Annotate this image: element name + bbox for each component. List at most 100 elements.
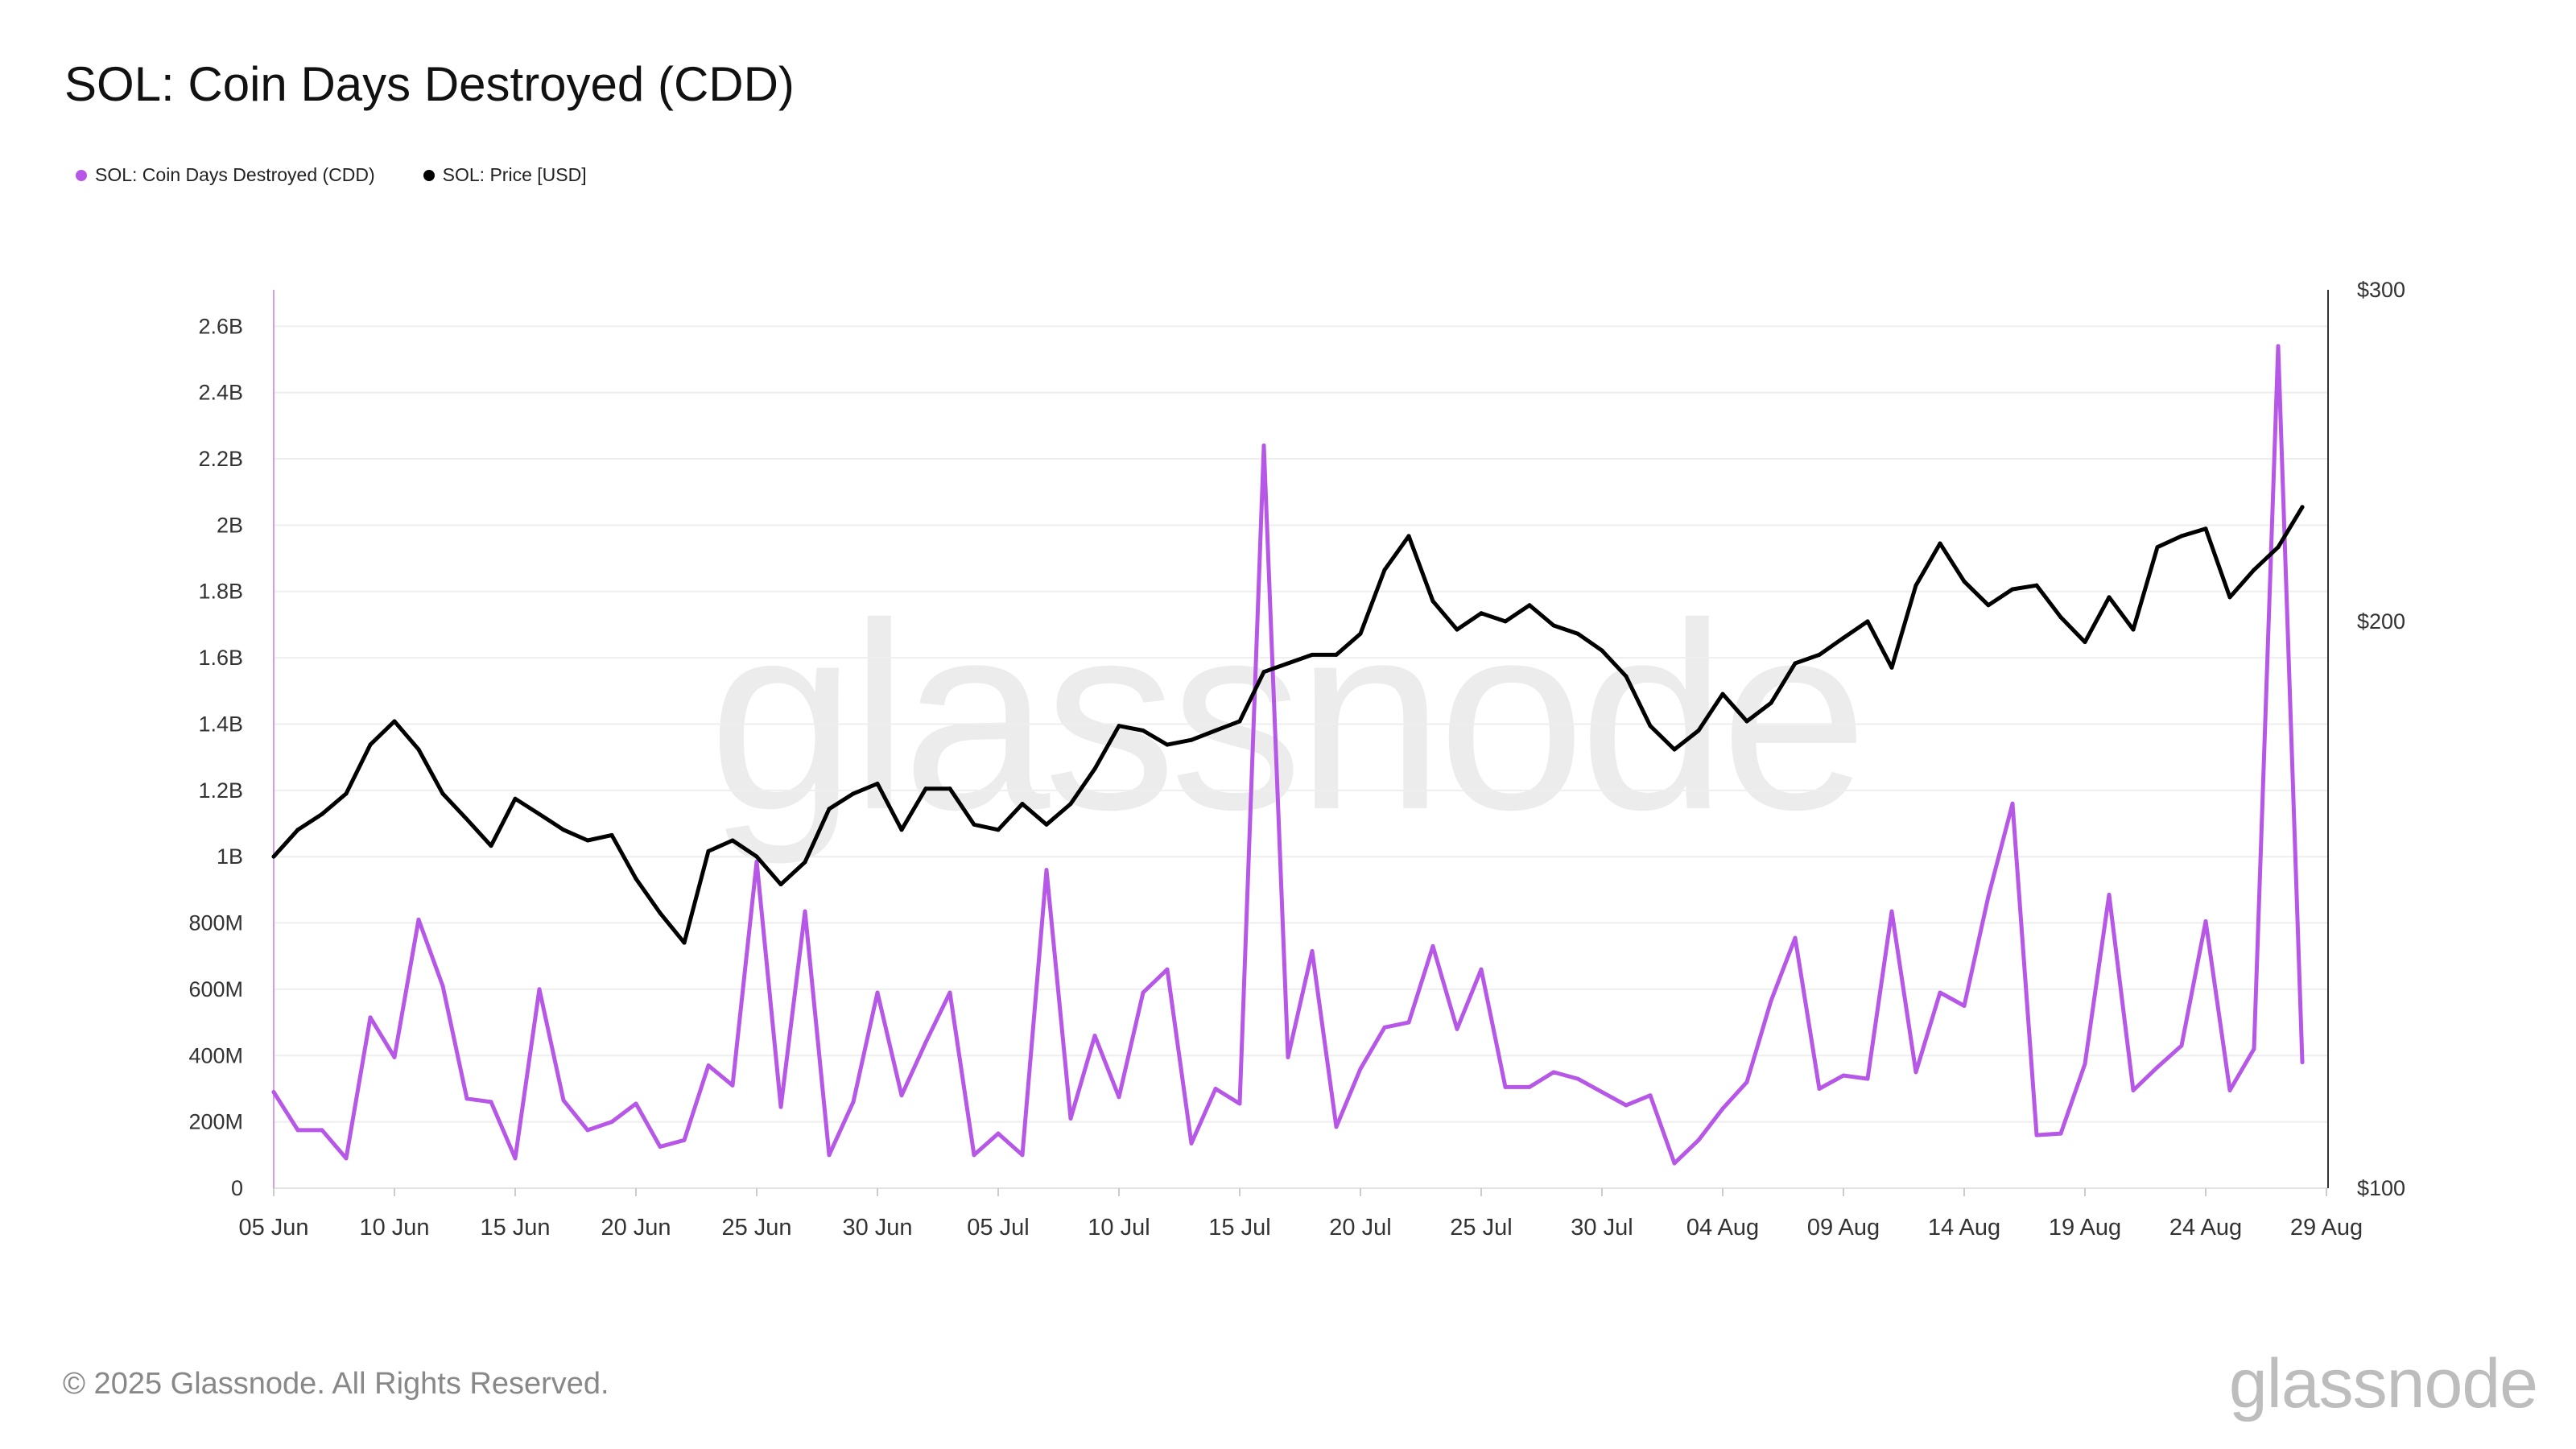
price-data-point <box>947 786 952 791</box>
legend-label: SOL: Coin Days Destroyed (CDD) <box>95 164 375 185</box>
y-left-tick-label: 200M <box>188 1110 243 1134</box>
x-tick-label: 19 Aug <box>2049 1215 2121 1241</box>
price-data-point <box>1503 619 1508 624</box>
cdd-data-point <box>851 1100 856 1104</box>
cdd-data-point <box>1358 1067 1363 1071</box>
cdd-data-point <box>1213 1086 1218 1091</box>
cdd-data-point <box>585 1128 590 1133</box>
price-data-point <box>1527 603 1532 608</box>
price-data-point <box>1455 627 1459 632</box>
cdd-data-point <box>1068 1117 1073 1121</box>
price-data-point <box>1430 599 1435 604</box>
price-data-point <box>1575 631 1580 636</box>
price-data-point <box>585 838 590 843</box>
cdd-data-point <box>1720 1106 1725 1111</box>
cdd-data-point <box>730 1083 735 1088</box>
x-tick-label: 09 Aug <box>1807 1215 1880 1241</box>
y-right-tick-label: $100 <box>2357 1176 2405 1200</box>
price-data-point <box>1913 583 1918 588</box>
price-data-point <box>1286 661 1290 666</box>
y-left-tick-label: 400M <box>188 1043 243 1067</box>
y-left-tick-label: 2.6B <box>198 314 243 338</box>
cdd-data-point <box>2179 1043 2184 1048</box>
y-left-tick-label: 0 <box>231 1176 243 1200</box>
cdd-data-point <box>2107 893 2112 898</box>
cdd-data-point <box>464 1096 469 1101</box>
price-data-point <box>875 781 880 786</box>
price-data-point <box>1600 648 1604 653</box>
price-data-point <box>344 791 349 796</box>
cdd-data-point <box>1551 1070 1556 1075</box>
price-data-point <box>1092 766 1097 771</box>
price-data-point <box>899 828 904 832</box>
price-data-point <box>1744 719 1749 724</box>
y-left-tick-label: 1.8B <box>198 580 243 604</box>
cdd-data-point <box>1672 1161 1677 1166</box>
cdd-data-point <box>1913 1070 1918 1075</box>
price-data-point <box>513 796 518 801</box>
price-data-point <box>996 828 1001 832</box>
cdd-data-point <box>1479 967 1484 972</box>
x-tick-label: 30 Jul <box>1571 1215 1633 1241</box>
cdd-data-point <box>1189 1141 1194 1146</box>
price-data-point <box>1793 661 1798 666</box>
cdd-data-point <box>561 1098 566 1103</box>
price-data-point <box>2010 587 2015 592</box>
cdd-data-point <box>658 1145 663 1150</box>
cdd-data-point <box>996 1131 1001 1136</box>
cdd-data-point <box>2203 919 2208 923</box>
price-data-point <box>392 719 397 724</box>
price-data-point <box>1696 729 1701 733</box>
y-left-tick-label: 600M <box>188 977 243 1001</box>
cdd-series-line <box>271 344 2305 1166</box>
price-data-point <box>1382 568 1387 572</box>
price-data-point <box>1213 729 1218 733</box>
cdd-data-point <box>344 1156 349 1161</box>
y-left-tick-label: 1.4B <box>198 712 243 736</box>
cdd-data-point <box>1648 1093 1653 1098</box>
price-data-point <box>682 940 687 945</box>
cdd-data-point <box>1261 444 1266 448</box>
cdd-data-point <box>1527 1084 1532 1089</box>
legend: SOL: Coin Days Destroyed (CDD) SOL: Pric… <box>76 164 587 186</box>
cdd-data-point <box>368 1015 373 1020</box>
legend-item-price[interactable]: SOL: Price [USD] <box>423 164 587 186</box>
price-data-point <box>2034 583 2039 588</box>
cdd-data-point <box>1141 990 1146 995</box>
price-data-point <box>368 742 373 747</box>
x-tick-label: 15 Jun <box>480 1215 550 1241</box>
x-tick-label: 05 Jun <box>238 1215 308 1241</box>
cdd-data-point <box>2010 801 2015 806</box>
legend-item-cdd[interactable]: SOL: Coin Days Destroyed (CDD) <box>76 164 375 186</box>
price-data-point <box>440 791 445 796</box>
price-data-point <box>1068 802 1073 807</box>
cdd-data-point <box>1696 1137 1701 1142</box>
price-data-point <box>2107 595 2112 600</box>
price-data-point <box>1189 737 1194 742</box>
cdd-data-point <box>1406 1020 1411 1025</box>
x-tick-label: 04 Aug <box>1686 1215 1759 1241</box>
price-data-point <box>1817 652 1822 657</box>
price-data-point <box>1986 603 1991 608</box>
price-data-point <box>1479 611 1484 616</box>
cdd-data-point <box>320 1128 324 1133</box>
cdd-data-point <box>1044 868 1049 873</box>
price-data-point <box>2083 640 2087 645</box>
price-data-point <box>1672 747 1677 752</box>
y-left-tick-label: 2.4B <box>198 381 243 405</box>
copyright-text: © 2025 Glassnode. All Rights Reserved. <box>63 1367 609 1401</box>
price-data-point <box>1769 700 1773 705</box>
legend-dot-icon <box>423 169 435 181</box>
cdd-data-point <box>295 1128 300 1133</box>
price-data-point <box>1865 619 1870 624</box>
cdd-data-point <box>1382 1025 1387 1030</box>
price-data-point <box>730 838 735 843</box>
x-tick-label: 25 Jun <box>721 1215 791 1241</box>
price-data-point <box>2252 568 2256 572</box>
price-data-point <box>537 811 542 816</box>
price-data-point <box>2227 595 2232 600</box>
cdd-data-point <box>634 1101 638 1106</box>
cdd-data-point <box>1744 1080 1749 1084</box>
cdd-data-point <box>1334 1125 1339 1129</box>
